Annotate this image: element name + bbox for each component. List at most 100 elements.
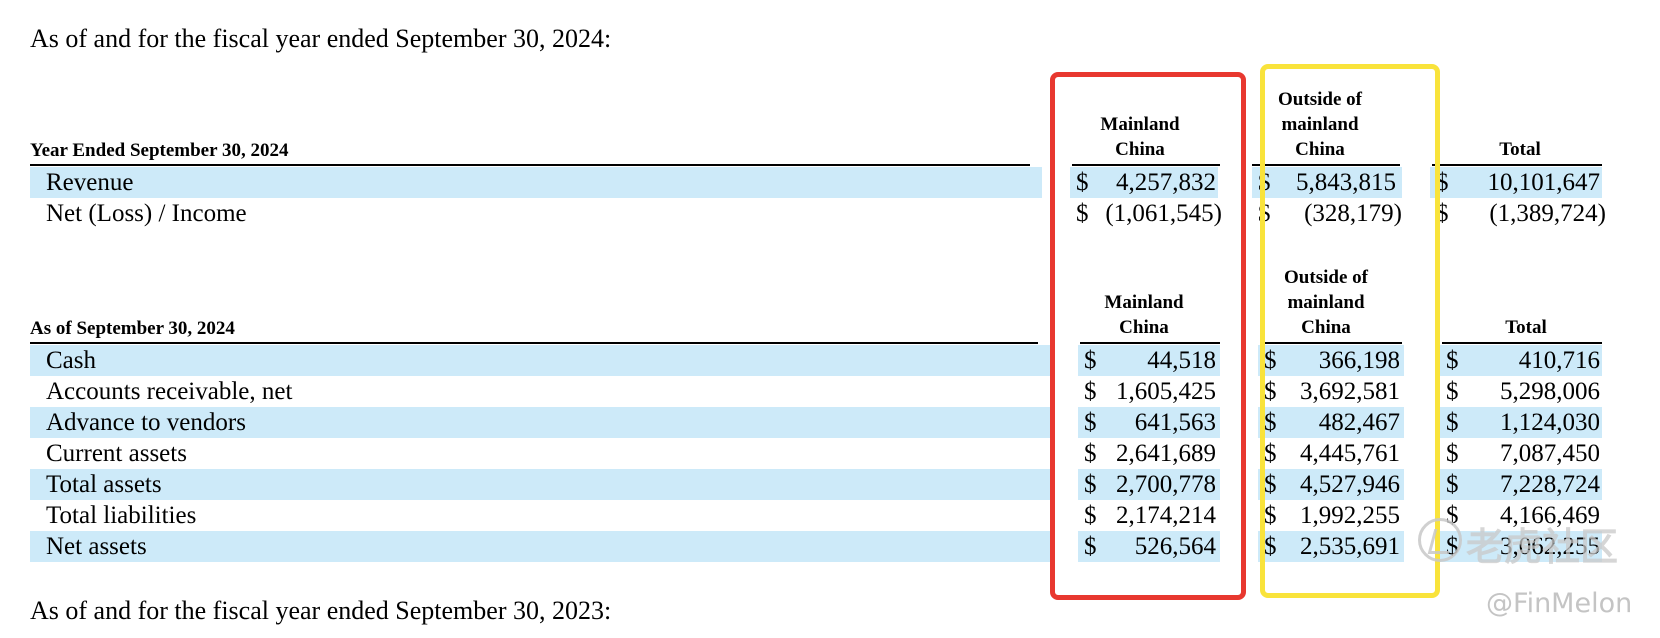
col-head-line: Mainland <box>1104 292 1184 313</box>
value-mainland: 2,174,214 <box>1116 502 1216 529</box>
header-rule <box>1260 342 1402 344</box>
col-head-line: mainland <box>1287 292 1365 313</box>
header-rule <box>1080 342 1220 344</box>
currency-symbol: $ <box>1446 378 1459 405</box>
table-row: Revenue $ 4,257,832 $ 5,843,815 $ 10,101… <box>30 167 1605 198</box>
col-head-line: Outside of <box>1284 267 1368 288</box>
currency-symbol: $ <box>1076 200 1089 227</box>
col-head-line: mainland <box>1281 114 1359 135</box>
header-rule <box>1252 164 1400 166</box>
col-head-line: China <box>1301 317 1351 338</box>
col-head-mainland: Mainland China <box>1070 112 1210 162</box>
value-outside: 482,467 <box>1318 409 1400 436</box>
value-outside: 366,198 <box>1318 347 1400 374</box>
currency-symbol: $ <box>1446 347 1459 374</box>
heading-fy2024: As of and for the fiscal year ended Sept… <box>30 24 612 53</box>
value-total: 7,228,724 <box>1500 471 1600 498</box>
header-rule <box>1442 342 1602 344</box>
table-row: Current assets $ 2,641,689 $ 4,445,761 $… <box>30 438 1605 469</box>
balance-table-title: As of September 30, 2024 <box>30 318 235 339</box>
currency-symbol: $ <box>1264 471 1277 498</box>
value-mainland: 2,700,778 <box>1116 471 1216 498</box>
value-total: 5,298,006 <box>1500 378 1600 405</box>
row-label: Accounts receivable, net <box>46 378 293 405</box>
value-mainland: 641,563 <box>1134 409 1216 436</box>
currency-symbol: $ <box>1436 200 1449 227</box>
heading-fy2023: As of and for the fiscal year ended Sept… <box>30 596 612 625</box>
value-total: 10,101,647 <box>1487 169 1601 196</box>
col-head-line: Mainland <box>1100 114 1180 135</box>
currency-symbol: $ <box>1264 409 1277 436</box>
value-outside: 1,992,255 <box>1300 502 1400 529</box>
currency-symbol: $ <box>1084 347 1097 374</box>
value-outside: 3,692,581 <box>1300 378 1400 405</box>
table-row: Accounts receivable, net $ 1,605,425 $ 3… <box>30 376 1605 407</box>
currency-symbol: $ <box>1446 471 1459 498</box>
header-rule <box>1072 164 1220 166</box>
col-head-total: Total <box>1456 315 1596 340</box>
currency-symbol: $ <box>1084 409 1097 436</box>
currency-symbol: $ <box>1084 533 1097 560</box>
watermark-handle: @FinMelon <box>1486 588 1633 619</box>
currency-symbol: $ <box>1258 169 1271 196</box>
value-outside: 4,445,761 <box>1300 440 1400 467</box>
col-head-line: China <box>1119 317 1169 338</box>
col-head-outside: Outside of mainland China <box>1256 265 1396 340</box>
currency-symbol: $ <box>1436 169 1449 196</box>
col-head-line: Total <box>1505 317 1547 338</box>
row-label: Net (Loss) / Income <box>46 200 247 227</box>
income-table-header: Year Ended September 30, 2024 Mainland C… <box>30 80 1605 166</box>
col-head-line: Outside of <box>1278 89 1362 110</box>
balance-table-header: As of September 30, 2024 Mainland China … <box>30 256 1605 344</box>
value-total: 3,062,255 <box>1500 533 1600 560</box>
row-label: Current assets <box>46 440 187 467</box>
col-head-line: Total <box>1499 139 1541 160</box>
row-label: Total liabilities <box>46 502 197 529</box>
table-row: Net assets $ 526,564 $ 2,535,691 $ 3,062… <box>30 531 1605 562</box>
table-row: Total assets $ 2,700,778 $ 4,527,946 $ 7… <box>30 469 1605 500</box>
header-rule <box>1432 164 1602 166</box>
currency-symbol: $ <box>1084 471 1097 498</box>
income-table-title: Year Ended September 30, 2024 <box>30 140 289 161</box>
value-mainland: 1,605,425 <box>1116 378 1216 405</box>
col-head-outside: Outside of mainland China <box>1250 87 1390 162</box>
row-label: Revenue <box>46 169 134 196</box>
value-total: 7,087,450 <box>1500 440 1600 467</box>
col-head-mainland: Mainland China <box>1074 290 1214 340</box>
currency-symbol: $ <box>1084 440 1097 467</box>
currency-symbol: $ <box>1264 378 1277 405</box>
col-head-line: China <box>1115 139 1165 160</box>
currency-symbol: $ <box>1084 502 1097 529</box>
table-row: Advance to vendors $ 641,563 $ 482,467 $… <box>30 407 1605 438</box>
header-rule <box>30 342 1038 344</box>
value-total: 4,166,469 <box>1500 502 1600 529</box>
currency-symbol: $ <box>1076 169 1089 196</box>
value-total: (1,389,724) <box>1489 200 1606 227</box>
col-head-line: China <box>1295 139 1345 160</box>
col-head-total: Total <box>1450 137 1590 162</box>
row-label: Total assets <box>46 471 162 498</box>
currency-symbol: $ <box>1084 378 1097 405</box>
row-label: Advance to vendors <box>46 409 246 436</box>
value-mainland: 4,257,832 <box>1116 169 1216 196</box>
currency-symbol: $ <box>1264 440 1277 467</box>
value-total: 410,716 <box>1518 347 1600 374</box>
table-row: Total liabilities $ 2,174,214 $ 1,992,25… <box>30 500 1605 531</box>
currency-symbol: $ <box>1264 533 1277 560</box>
header-rule <box>30 164 1030 166</box>
currency-symbol: $ <box>1264 347 1277 374</box>
watermark-logo-text: 老虎社区 <box>1466 525 1619 569</box>
currency-symbol: $ <box>1264 502 1277 529</box>
value-outside: 4,527,946 <box>1300 471 1400 498</box>
value-outside: 5,843,815 <box>1296 169 1396 196</box>
value-total: 1,124,030 <box>1500 409 1600 436</box>
value-outside: 2,535,691 <box>1300 533 1400 560</box>
row-label: Cash <box>46 347 96 374</box>
value-mainland: 44,518 <box>1147 347 1216 374</box>
value-outside: (328,179) <box>1304 200 1402 227</box>
value-mainland: (1,061,545) <box>1105 200 1222 227</box>
currency-symbol: $ <box>1446 409 1459 436</box>
currency-symbol: $ <box>1446 440 1459 467</box>
table-row: Cash $ 44,518 $ 366,198 $ 410,716 <box>30 345 1605 376</box>
value-mainland: 526,564 <box>1134 533 1216 560</box>
